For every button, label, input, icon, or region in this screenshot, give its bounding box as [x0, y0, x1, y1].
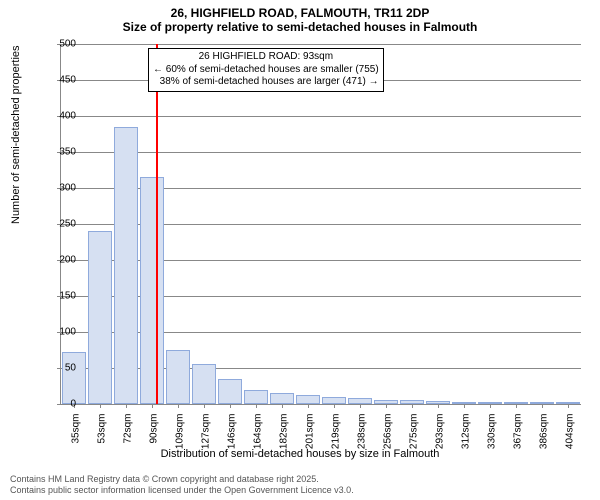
chart-area: 26 HIGHFIELD ROAD: 93sqm ← 60% of semi-d… — [60, 44, 580, 404]
xtick-mark — [178, 404, 179, 408]
x-axis-label: Distribution of semi-detached houses by … — [0, 448, 600, 460]
histogram-bar — [114, 127, 139, 404]
xtick-mark — [256, 404, 257, 408]
ytick-label: 500 — [46, 39, 76, 50]
ytick-label: 100 — [46, 327, 76, 338]
xtick-mark — [100, 404, 101, 408]
xtick-mark — [334, 404, 335, 408]
xtick-mark — [568, 404, 569, 408]
xtick-mark — [386, 404, 387, 408]
xtick-mark — [308, 404, 309, 408]
grid-line — [61, 44, 581, 45]
xtick-mark — [412, 404, 413, 408]
histogram-bar — [244, 390, 269, 404]
histogram-bar — [322, 397, 347, 404]
reference-line — [156, 44, 158, 404]
plot-region — [60, 44, 581, 405]
xtick-mark — [282, 404, 283, 408]
grid-line — [61, 152, 581, 153]
histogram-bar — [192, 364, 217, 404]
histogram-bar — [270, 393, 295, 404]
ytick-label: 50 — [46, 363, 76, 374]
chart-container: 26, HIGHFIELD ROAD, FALMOUTH, TR11 2DP S… — [0, 0, 600, 500]
ytick-label: 200 — [46, 255, 76, 266]
y-axis-label: Number of semi-detached properties — [10, 45, 22, 224]
ytick-label: 350 — [46, 147, 76, 158]
xtick-mark — [438, 404, 439, 408]
annotation-box: 26 HIGHFIELD ROAD: 93sqm ← 60% of semi-d… — [148, 48, 384, 92]
histogram-bar — [62, 352, 87, 404]
footer-line1: Contains HM Land Registry data © Crown c… — [10, 474, 354, 485]
ytick-label: 300 — [46, 183, 76, 194]
ytick-label: 250 — [46, 219, 76, 230]
histogram-bar — [296, 395, 321, 404]
xtick-mark — [490, 404, 491, 408]
ytick-label: 150 — [46, 291, 76, 302]
xtick-mark — [464, 404, 465, 408]
chart-title-line1: 26, HIGHFIELD ROAD, FALMOUTH, TR11 2DP — [0, 0, 600, 20]
annotation-line1: 26 HIGHFIELD ROAD: 93sqm — [153, 51, 379, 64]
xtick-mark — [360, 404, 361, 408]
xtick-mark — [152, 404, 153, 408]
xtick-mark — [542, 404, 543, 408]
annotation-line3: 38% of semi-detached houses are larger (… — [153, 76, 379, 89]
xtick-mark — [516, 404, 517, 408]
ytick-label: 400 — [46, 111, 76, 122]
histogram-bar — [166, 350, 191, 404]
footer-line2: Contains public sector information licen… — [10, 485, 354, 496]
histogram-bar — [218, 379, 243, 404]
xtick-mark — [230, 404, 231, 408]
xtick-mark — [126, 404, 127, 408]
grid-line — [61, 116, 581, 117]
footer-attribution: Contains HM Land Registry data © Crown c… — [10, 474, 354, 496]
xtick-mark — [204, 404, 205, 408]
ytick-label: 0 — [46, 399, 76, 410]
ytick-label: 450 — [46, 75, 76, 86]
histogram-bar — [140, 177, 165, 404]
annotation-line2: ← 60% of semi-detached houses are smalle… — [153, 64, 379, 77]
chart-title-line2: Size of property relative to semi-detach… — [0, 20, 600, 38]
histogram-bar — [88, 231, 113, 404]
